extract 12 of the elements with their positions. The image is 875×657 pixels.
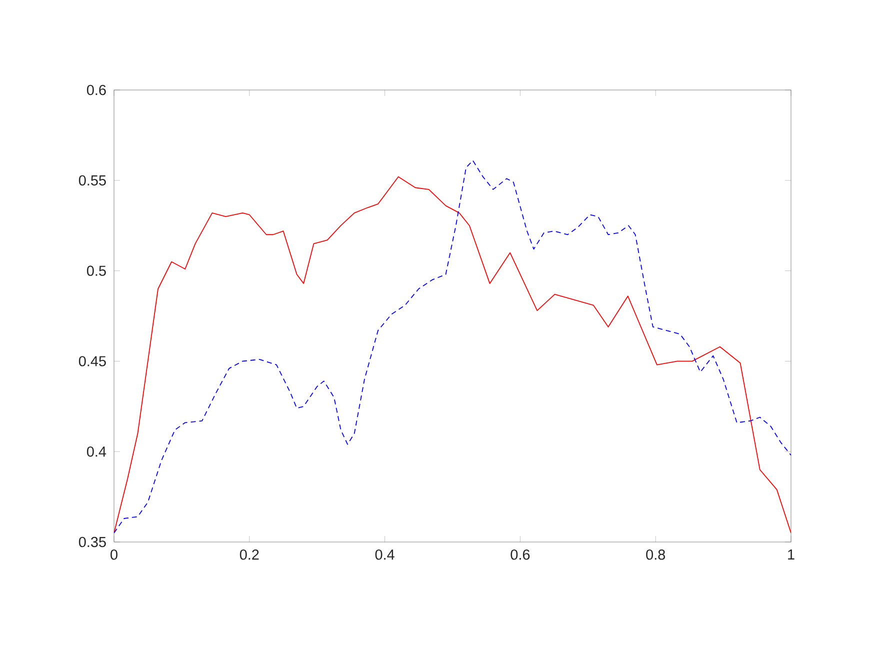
y-tick-label: 0.55 (78, 175, 106, 186)
y-tick-label: 0.4 (86, 446, 106, 457)
x-tick-label: 1 (788, 550, 794, 560)
x-tick-label: 0 (110, 550, 118, 560)
y-tick-label: 0.5 (86, 266, 106, 276)
x-tick-label: 0.2 (240, 550, 259, 560)
x-tick-label: 0.4 (375, 550, 394, 560)
y-tick-label: 0.6 (86, 84, 106, 96)
y-tick-label: 0.35 (78, 536, 106, 548)
x-tick-label: 0.8 (646, 550, 666, 560)
x-tick-label: 0.6 (510, 550, 530, 560)
y-tick-label: 0.45 (78, 356, 106, 366)
